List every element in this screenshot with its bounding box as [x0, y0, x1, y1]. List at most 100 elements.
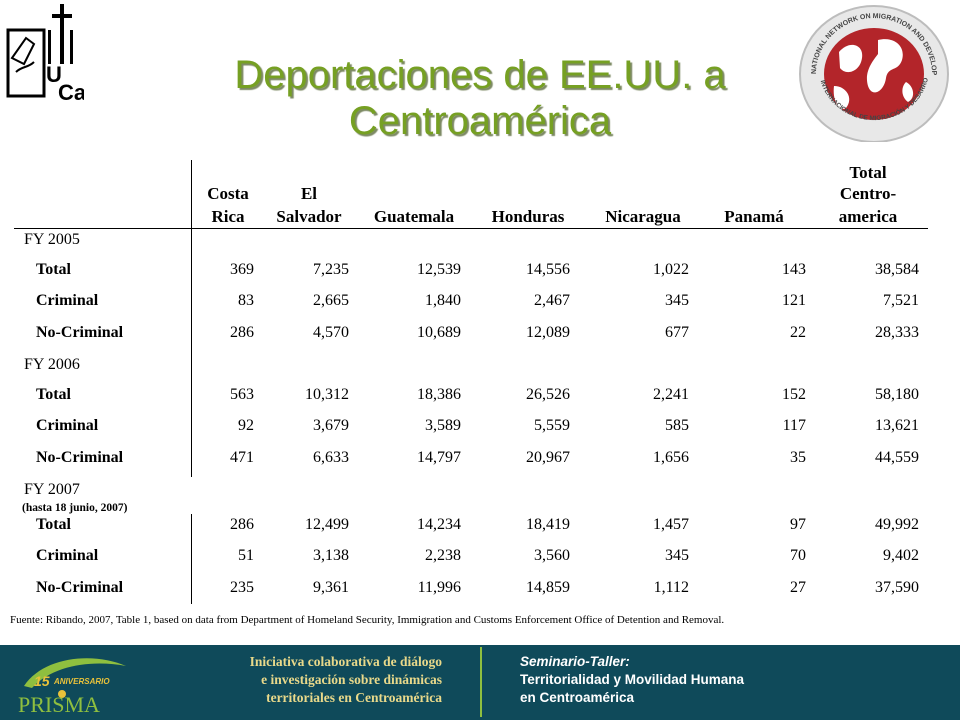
table-cell: 2,665 — [313, 292, 349, 309]
table-cell: 44,559 — [875, 449, 919, 466]
table-cell: 26,526 — [526, 386, 570, 403]
table-cell: 97 — [790, 516, 806, 533]
table-cell: 563 — [230, 386, 254, 403]
table-cell: 286 — [230, 324, 254, 341]
table-divider-horizontal — [14, 228, 928, 229]
table-cell: 49,992 — [875, 516, 919, 533]
table-cell: 13,621 — [875, 417, 919, 434]
uca-logo: U Ca — [6, 4, 84, 104]
table-cell: 677 — [665, 324, 689, 341]
table-cell: 3,589 — [425, 417, 461, 434]
table-cell: 2,238 — [425, 547, 461, 564]
svg-text:U: U — [46, 62, 62, 87]
table-cell: 20,967 — [526, 449, 570, 466]
table-cell: 6,633 — [313, 449, 349, 466]
table-cell: 10,312 — [305, 386, 349, 403]
column-header: El — [300, 184, 318, 203]
section-label: FY 2006 — [24, 356, 80, 373]
row-label: Criminal — [36, 417, 99, 434]
table-cell: 27 — [790, 579, 806, 596]
svg-text:15: 15 — [34, 673, 50, 689]
row-label: No-Criminal — [36, 324, 124, 341]
source-note: Fuente: Ribando, 2007, Table 1, based on… — [10, 614, 725, 626]
network-logo: INTERNATIONAL NETWORK ON MIGRATION AND D… — [794, 2, 949, 142]
table-cell: 70 — [790, 547, 806, 564]
table-cell: 1,112 — [653, 579, 689, 596]
row-label: Criminal — [36, 547, 99, 564]
section-sublabel: (hasta 18 junio, 2007) — [22, 502, 128, 514]
table-cell: 58,180 — [875, 386, 919, 403]
table-cell: 235 — [230, 579, 254, 596]
column-header: Honduras — [491, 207, 565, 226]
table-cell: 3,560 — [534, 547, 570, 564]
column-header: Guatemala — [373, 207, 455, 226]
table-cell: 143 — [782, 261, 806, 278]
table-divider-vertical — [191, 160, 192, 477]
section-label: FY 2005 — [24, 231, 80, 248]
table-cell: 83 — [238, 292, 254, 309]
table-cell: 117 — [782, 417, 806, 434]
table-cell: 14,556 — [526, 261, 570, 278]
column-header: Centro- — [839, 184, 897, 203]
table-cell: 585 — [665, 417, 689, 434]
row-label: No-Criminal — [36, 449, 124, 466]
table-cell: 345 — [665, 292, 689, 309]
table-cell: 12,499 — [305, 516, 349, 533]
table-cell: 152 — [782, 386, 806, 403]
deportations-table: Costa Rica El Salvador Guatemala Honduras Nica… — [14, 160, 928, 604]
table-cell: 9,402 — [883, 547, 919, 564]
table-cell: 1,840 — [425, 292, 461, 309]
svg-text:ANIVERSARIO: ANIVERSARIO — [53, 677, 110, 686]
footer-initiative-line: Iniciativa colaborativa de diálogo — [249, 654, 442, 669]
table-divider-vertical-lower — [191, 514, 192, 604]
footer-seminar-text: Seminario-Taller: Territorialidad y Movi… — [520, 653, 840, 707]
table-cell: 12,539 — [417, 261, 461, 278]
column-header: Panamá — [724, 207, 784, 226]
table-cell: 3,679 — [313, 417, 349, 434]
table-cell: 14,859 — [526, 579, 570, 596]
table-cell: 286 — [230, 516, 254, 533]
footer-seminar-title: Seminario-Taller: — [520, 654, 630, 669]
footer-initiative-line: e investigación sobre dinámicas — [261, 672, 442, 687]
footer-divider — [480, 647, 482, 717]
section-label: FY 2007 — [24, 481, 80, 498]
row-label: Total — [36, 386, 71, 403]
table-cell: 12,089 — [526, 324, 570, 341]
table-cell: 4,570 — [313, 324, 349, 341]
table-cell: 9,361 — [313, 579, 349, 596]
table-cell: 18,386 — [417, 386, 461, 403]
table-cell: 14,234 — [417, 516, 461, 533]
table-cell: 18,419 — [526, 516, 570, 533]
row-label: No-Criminal — [36, 579, 124, 596]
footer-seminar-line: en Centroamérica — [520, 690, 635, 705]
table-cell: 37,590 — [875, 579, 919, 596]
prisma-logo: 15 ANIVERSARIO PRISMA — [18, 658, 126, 716]
table-cell: 14,797 — [417, 449, 461, 466]
page-title: Deportaciones de EE.UU. a Centroamérica — [234, 53, 726, 143]
table-cell: 121 — [782, 292, 806, 309]
svg-text:PRISMA: PRISMA — [18, 692, 100, 716]
column-header: Rica — [211, 207, 245, 226]
footer-bar: 15 ANIVERSARIO PRISMA Iniciativa colabor… — [0, 645, 960, 720]
footer-seminar-line: Territorialidad y Movilidad Humana — [520, 672, 745, 687]
column-header: Salvador — [276, 207, 342, 226]
row-label: Total — [36, 516, 71, 533]
table-cell: 22 — [790, 324, 806, 341]
table-cell: 35 — [790, 449, 806, 466]
table-cell: 2,241 — [653, 386, 689, 403]
table-cell: 471 — [230, 449, 254, 466]
table-cell: 11,996 — [417, 579, 461, 596]
footer-initiative-line: territoriales en Centroamérica — [266, 690, 442, 705]
table-cell: 345 — [665, 547, 689, 564]
row-label: Total — [36, 261, 71, 278]
footer-initiative-text: Iniciativa colaborativa de diálogo e inv… — [170, 653, 442, 707]
table-cell: 10,689 — [417, 324, 461, 341]
column-header: Nicaragua — [605, 207, 681, 226]
table-cell: 7,235 — [313, 261, 349, 278]
svg-text:Ca: Ca — [58, 80, 84, 104]
table-cell: 5,559 — [534, 417, 570, 434]
column-header: Costa — [207, 184, 249, 203]
column-header: america — [838, 207, 898, 226]
table-cell: 1,022 — [653, 261, 689, 278]
table-cell: 1,656 — [653, 449, 689, 466]
